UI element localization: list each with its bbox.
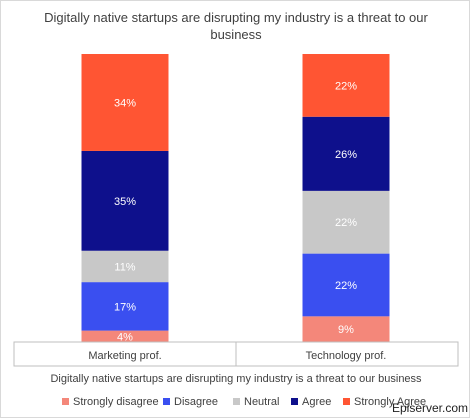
data-label-0-2: 11% (114, 261, 135, 273)
legend-label-4: Strongly Agree (354, 396, 426, 408)
legend-label-1: Disagree (174, 396, 218, 408)
data-label-1-1: 22% (335, 280, 357, 292)
data-label-0-4: 34% (114, 97, 136, 109)
bar-segment-1-0 (302, 316, 390, 342)
legend-swatch-2 (233, 398, 240, 405)
category-label-1: Technology prof. (306, 350, 387, 362)
data-label-1-0: 9% (338, 324, 354, 336)
legend-swatch-0 (62, 398, 69, 405)
legend-label-2: Neutral (244, 396, 279, 408)
bar-segment-0-2 (81, 250, 169, 283)
data-label-0-1: 17% (114, 301, 136, 313)
bar-segment-0-0 (81, 330, 169, 342)
bar-segment-0-4 (81, 54, 169, 151)
bar-segment-1-4 (302, 54, 390, 117)
bar-segment-1-2 (302, 190, 390, 254)
legend-swatch-1 (163, 398, 170, 405)
data-label-0-0: 4% (117, 331, 133, 343)
legend-swatch-4 (343, 398, 350, 405)
category-label-0: Marketing prof. (88, 350, 161, 362)
data-label-0-3: 35% (114, 196, 136, 208)
legend-label-0: Strongly disagree (73, 396, 159, 408)
bar-segment-1-1 (302, 253, 390, 317)
watermark: Episerver.com (392, 401, 468, 415)
legend-swatch-3 (291, 398, 298, 405)
chart-title-line-1: Digitally native startups are disrupting… (44, 10, 428, 25)
chart-title-line-2: business (210, 27, 262, 42)
x-axis-title: Digitally native startups are disrupting… (50, 373, 422, 385)
category-labels: Marketing prof. Technology prof. (88, 350, 386, 362)
data-label-1-2: 22% (335, 217, 357, 229)
legend-label-3: Agree (302, 396, 331, 408)
bar-segment-0-3 (81, 150, 169, 251)
bar-segment-0-1 (81, 282, 169, 331)
bar-segment-1-3 (302, 116, 390, 191)
legend: Strongly disagree Disagree Neutral Agree Str… (62, 396, 426, 408)
data-label-1-3: 26% (335, 149, 357, 161)
bars-group: 4% 17% 11% 35% 34% 9% 22% 22% 26% 22% (81, 54, 390, 343)
data-label-1-4: 22% (335, 80, 357, 92)
